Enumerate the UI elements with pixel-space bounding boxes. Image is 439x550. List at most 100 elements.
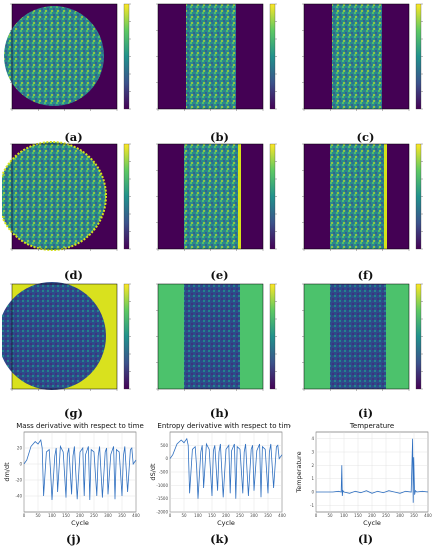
x-tick-label: 0 (315, 513, 318, 518)
panel-label-d: (d) (64, 268, 83, 282)
y-axis-label: dS/dt (149, 463, 157, 481)
series-line (169, 437, 283, 499)
x-tick-label: 0 (23, 513, 26, 518)
panel-label-h: (h) (209, 406, 230, 420)
colorbar (123, 3, 130, 110)
panel-label-f: (f) (357, 268, 374, 282)
x-tick-label: 400 (424, 513, 432, 518)
x-tick-label: 100 (48, 513, 56, 518)
panel-l: Temperature 0 50 100 150 200 250 300 350 400 4 3 2 1 0… (294, 420, 437, 550)
heatmap-d (2, 141, 131, 251)
chart-title: Mass derivative with respect to time (16, 422, 144, 430)
heatmap-circle-region (2, 141, 107, 251)
panel-label-e: (e) (210, 268, 229, 282)
panel-label-b: (b) (210, 130, 229, 144)
colorbar (415, 283, 422, 390)
heatmap-circle-region (2, 282, 106, 390)
heatmap-f (302, 143, 423, 251)
x-tick-label: 300 (396, 513, 404, 518)
heatmap-band-region (184, 284, 240, 389)
y-tick-label: 0 (165, 456, 168, 461)
x-tick-label: 150 (208, 513, 216, 518)
heatmap-band-region (330, 284, 386, 389)
x-tick-label: 300 (250, 513, 258, 518)
y-tick-label: -1000 (156, 483, 168, 488)
x-tick-label: 50 (327, 513, 333, 518)
heatmap-circle-region (4, 6, 104, 106)
series-line (23, 438, 137, 501)
panel-g (2, 280, 145, 410)
x-tick-label: 250 (382, 513, 390, 518)
y-tick-label: 20 (17, 446, 23, 451)
series-line (316, 438, 429, 503)
colorbar (415, 143, 422, 250)
x-axis-label: Cycle (217, 519, 235, 527)
y-tick-label: -2000 (156, 510, 168, 515)
colorbar (415, 3, 422, 110)
panel-c (294, 0, 437, 130)
heatmap-band-region (184, 144, 240, 249)
y-tick-label: 500 (160, 443, 168, 448)
panel-label-l: (l) (357, 532, 374, 546)
y-tick-label: -500 (159, 470, 169, 475)
x-tick-label: 250 (236, 513, 244, 518)
line-chart-temperature: Temperature 0 50 100 150 200 250 300 350 400 4 3 2 1 0… (295, 422, 432, 527)
x-tick-label: 400 (278, 513, 286, 518)
y-tick-label: -1 (310, 503, 314, 508)
panel-h (148, 280, 291, 410)
y-axis-label: dm/dt (3, 462, 11, 482)
panel-a (2, 0, 145, 130)
y-tick-label: 1 (311, 476, 314, 481)
x-tick-label: 200 (368, 513, 376, 518)
panel-label-i: (i) (357, 406, 374, 420)
y-axis-label: Temperature (295, 451, 303, 493)
x-tick-label: 400 (132, 513, 140, 518)
panel-f (294, 140, 437, 270)
colorbar (269, 283, 276, 390)
x-axis-label: Cycle (363, 519, 381, 527)
panel-e (148, 140, 291, 270)
x-tick-label: 300 (104, 513, 112, 518)
x-axis-label: Cycle (71, 519, 89, 527)
heatmap-band-region (332, 4, 382, 109)
y-tick-label: -20 (15, 478, 22, 483)
panel-label-a: (a) (64, 130, 83, 144)
x-tick-label: 250 (90, 513, 98, 518)
x-tick-label: 200 (76, 513, 84, 518)
colorbar (123, 283, 130, 390)
x-tick-label: 100 (194, 513, 202, 518)
heatmap-h (156, 283, 277, 391)
x-tick-label: 200 (222, 513, 230, 518)
heatmap-band-region (186, 4, 236, 109)
chart-title: Temperature (349, 422, 394, 430)
x-tick-label: 50 (181, 513, 187, 518)
heatmap-e (156, 143, 277, 251)
x-tick-label: 350 (264, 513, 272, 518)
y-tick-label: 4 (311, 436, 314, 441)
panel-d (2, 140, 145, 270)
heatmap-band-region (330, 144, 386, 249)
y-tick-label: -1500 (156, 496, 168, 501)
x-tick-label: 100 (340, 513, 348, 518)
panel-b (148, 0, 291, 130)
x-tick-label: 350 (118, 513, 126, 518)
panel-label-c: (c) (356, 130, 375, 144)
colorbar (269, 143, 276, 250)
panel-i (294, 280, 437, 410)
heatmap-a (4, 3, 131, 111)
chart-title: Entropy derivative with respect to time (157, 422, 291, 430)
y-tick-label: 0 (19, 462, 22, 467)
x-tick-label: 350 (410, 513, 418, 518)
panel-k: Entropy derivative with respect to time 0… (148, 420, 291, 550)
heatmap-g (2, 282, 131, 391)
y-tick-label: 0 (311, 490, 314, 495)
y-tick-label: 2 (311, 463, 314, 468)
x-tick-label: 150 (62, 513, 70, 518)
panel-label-k: (k) (210, 532, 229, 546)
line-chart-mass-derivative: Mass derivative with respect to time 0 50 1… (3, 422, 144, 527)
x-tick-label: 150 (354, 513, 362, 518)
x-tick-label: 0 (169, 513, 172, 518)
colorbar (269, 3, 276, 110)
colorbar (123, 143, 130, 250)
panel-label-g: (g) (64, 406, 83, 420)
